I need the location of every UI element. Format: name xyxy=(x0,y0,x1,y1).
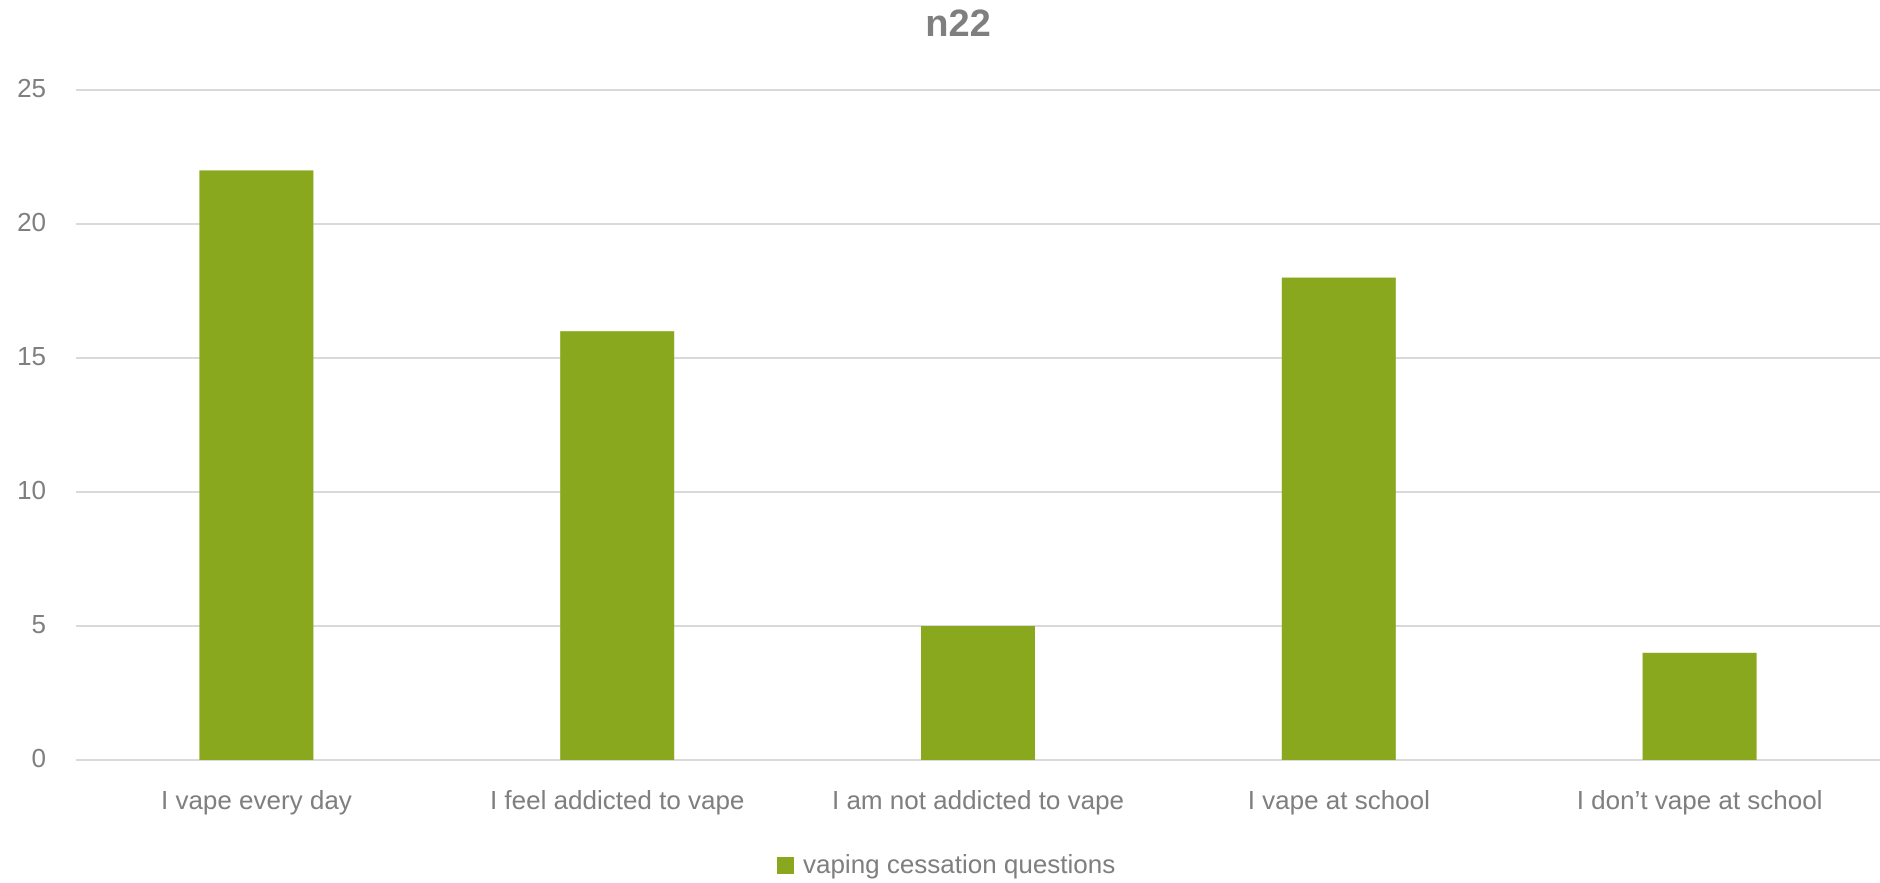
bar xyxy=(560,331,675,760)
legend-swatch xyxy=(777,857,794,874)
y-tick-label: 20 xyxy=(17,207,46,237)
x-tick-label: I vape at school xyxy=(1248,785,1430,815)
y-tick-label: 15 xyxy=(17,341,46,371)
x-tick-label: I don’t vape at school xyxy=(1577,785,1823,815)
legend-label: vaping cessation questions xyxy=(803,849,1115,879)
y-tick-label: 10 xyxy=(17,475,46,505)
bar xyxy=(1642,652,1757,760)
bar xyxy=(1281,277,1396,760)
x-tick-label: I feel addicted to vape xyxy=(490,785,744,815)
y-tick-label: 5 xyxy=(32,609,46,639)
x-tick-label: I am not addicted to vape xyxy=(832,785,1124,815)
y-tick-label: 0 xyxy=(32,743,46,773)
bar xyxy=(199,170,314,760)
chart-title: n22 xyxy=(925,3,990,45)
x-tick-label: I vape every day xyxy=(161,785,352,815)
y-tick-label: 25 xyxy=(17,73,46,103)
bar xyxy=(920,626,1036,760)
